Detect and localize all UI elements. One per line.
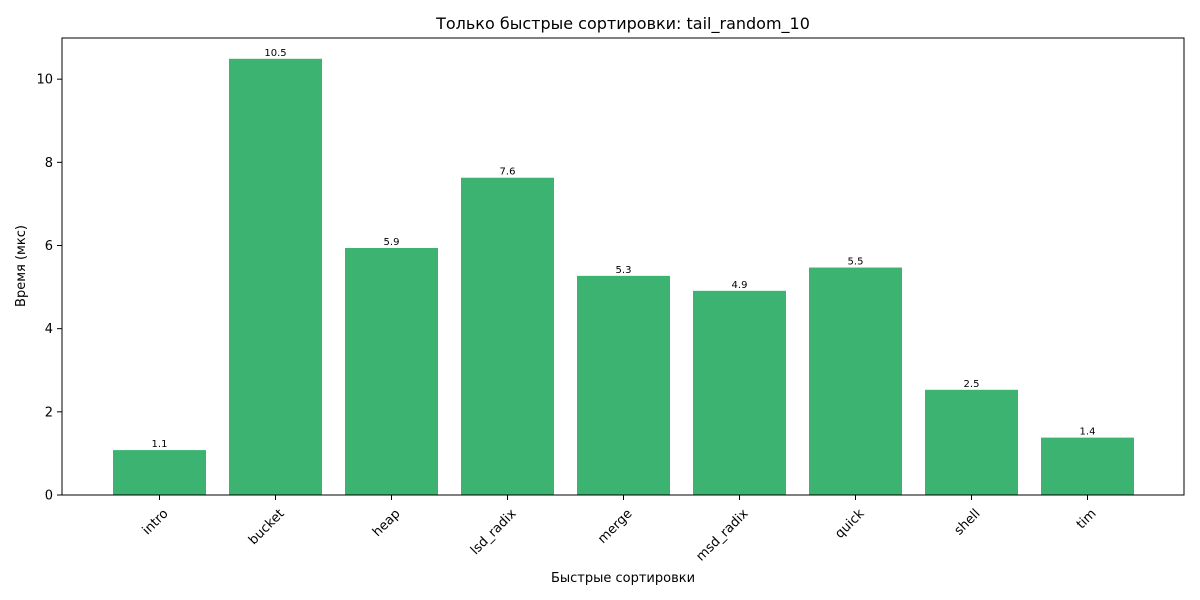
- bar-lsd_radix: [461, 177, 554, 496]
- x-tick-label-bucket: bucket: [246, 506, 288, 548]
- bar-shell: [925, 389, 1018, 495]
- value-label-quick: 5.5: [848, 257, 864, 268]
- bar-merge: [577, 275, 670, 495]
- x-tick-label-intro: intro: [140, 506, 172, 538]
- value-label-intro: 1.1: [152, 439, 168, 450]
- value-label-lsd_radix: 7.6: [500, 167, 516, 178]
- value-label-shell: 2.5: [964, 379, 980, 390]
- chart-title: Только быстрые сортировки: tail_random_1…: [435, 14, 810, 34]
- y-tick-label-6: 6: [45, 239, 53, 254]
- bars: [113, 58, 1134, 496]
- x-tick-label-quick: quick: [832, 506, 868, 542]
- y-axis: 0 2 4 6 8 10: [36, 73, 62, 504]
- bar-intro: [113, 450, 206, 495]
- value-label-bucket: 10.5: [264, 48, 286, 59]
- value-label-tim: 1.4: [1080, 427, 1096, 438]
- bar-heap: [345, 247, 438, 495]
- bar-quick: [809, 267, 902, 495]
- y-tick-label-10: 10: [36, 73, 53, 88]
- value-label-heap: 5.9: [384, 237, 400, 248]
- x-tick-label-shell: shell: [952, 506, 984, 538]
- bar-tim: [1041, 437, 1134, 495]
- y-tick-label-2: 2: [45, 405, 53, 420]
- x-tick-label-merge: merge: [595, 506, 635, 546]
- x-tick-label-lsd_radix: lsd_radix: [468, 506, 520, 558]
- y-tick-label-4: 4: [45, 322, 53, 337]
- x-axis: intro bucket heap lsd_radix merge msd_radix qu…: [140, 495, 1100, 564]
- x-tick-label-tim: tim: [1074, 506, 1100, 532]
- x-axis-title: Быстрые сортировки: [551, 571, 695, 586]
- x-tick-label-heap: heap: [370, 506, 404, 540]
- bar-msd_radix: [693, 290, 786, 495]
- bar-bucket: [229, 58, 322, 496]
- value-label-merge: 5.3: [616, 265, 632, 276]
- value-labels: 1.1 10.5 5.9 7.6 5.3 4.9 5.5 2.5 1.4: [152, 48, 1096, 450]
- y-tick-label-8: 8: [45, 156, 53, 171]
- y-tick-label-0: 0: [45, 489, 53, 504]
- x-tick-label-msd_radix: msd_radix: [694, 506, 752, 564]
- y-axis-title: Время (мкс): [14, 225, 29, 307]
- value-label-msd_radix: 4.9: [732, 280, 748, 291]
